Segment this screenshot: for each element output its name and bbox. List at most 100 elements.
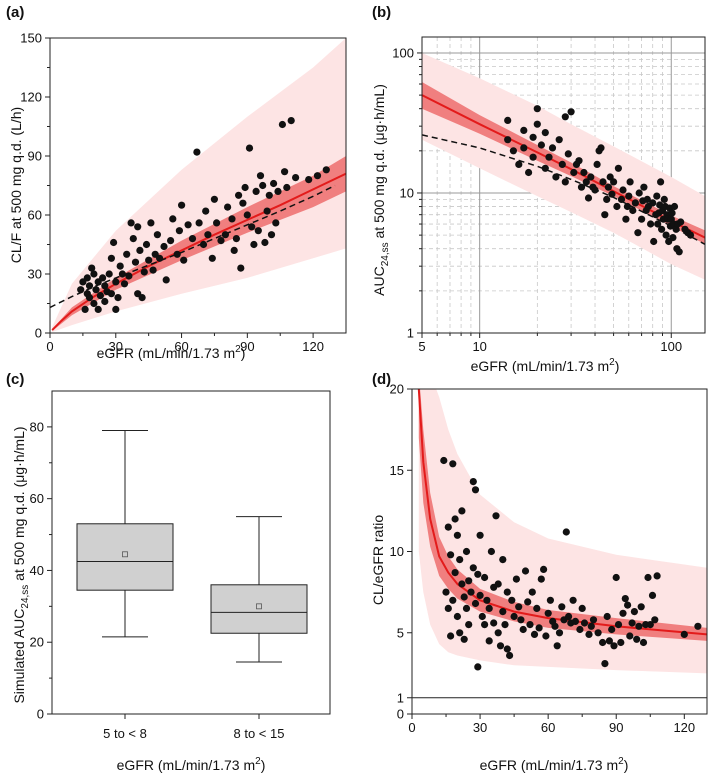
panel-b-data-point bbox=[625, 192, 633, 200]
panel-a-data-point bbox=[274, 187, 282, 195]
panel-d-data-point bbox=[644, 573, 652, 582]
panel-a-data-point bbox=[123, 250, 131, 258]
panel-b-data-point bbox=[649, 199, 657, 207]
panel-b-data-point bbox=[504, 116, 512, 124]
panel-a-data-point bbox=[224, 203, 232, 211]
panel-b-data-point bbox=[582, 178, 590, 186]
panel-c-ytick-label: 80 bbox=[30, 419, 44, 434]
panel-d-data-point bbox=[540, 565, 548, 574]
panel-d-data-point bbox=[494, 629, 502, 637]
panel-d-data-point bbox=[553, 642, 561, 650]
panel-b-xtick-label: 10 bbox=[472, 339, 486, 354]
panel-b-data-point bbox=[629, 206, 637, 215]
panel-c-category-label: 8 to < 15 bbox=[234, 726, 285, 741]
panel-a-data-point bbox=[232, 235, 240, 243]
panel-d-data-point bbox=[562, 528, 570, 536]
panel-d-data-point bbox=[542, 632, 550, 640]
panel-d-data-point bbox=[449, 460, 457, 468]
panel-b-xtick-label: 100 bbox=[660, 339, 682, 354]
panel-a-plot bbox=[50, 38, 346, 332]
panel-d-ytick-label: 5 bbox=[397, 625, 404, 640]
panel-a-data-point bbox=[129, 235, 137, 243]
panel-d-data-point bbox=[487, 547, 495, 556]
panel-b-data-point bbox=[504, 136, 512, 144]
panel-d-ytick-label: 20 bbox=[390, 382, 404, 397]
panel-a-data-point bbox=[250, 240, 258, 249]
panel-d-data-point bbox=[465, 577, 473, 585]
panel-d-ytick-label: 10 bbox=[390, 544, 404, 559]
panel-d-data-point bbox=[453, 612, 461, 621]
panel-d-data-point bbox=[501, 621, 509, 629]
panel-a-data-point bbox=[127, 219, 135, 227]
panel-d-data-point bbox=[653, 572, 661, 580]
panel-d-data-point bbox=[481, 621, 489, 629]
panel-a-data-point bbox=[138, 294, 146, 302]
panel-d-data-point bbox=[474, 570, 482, 578]
panel-a-data-point bbox=[101, 282, 109, 290]
panel-a-data-point bbox=[248, 223, 256, 231]
panel-b-data-point bbox=[520, 126, 528, 134]
panel-b-data-point bbox=[591, 186, 599, 194]
panel-b-data-point bbox=[634, 229, 642, 237]
panel-a-data-point bbox=[305, 176, 313, 184]
panel-b-data-point bbox=[552, 173, 560, 181]
panel-a-data-point bbox=[180, 256, 188, 264]
panel-a-data-point bbox=[114, 294, 122, 302]
panel-d-data-point bbox=[546, 596, 555, 604]
panel-d-data-point bbox=[589, 616, 598, 624]
panel-b-data-point bbox=[601, 211, 609, 219]
panel-b: (b) 5 10 100 1 10 100 eGFR (mL/min/1.73 m2) A… bbox=[371, 4, 706, 374]
panel-a-data-point bbox=[101, 297, 109, 306]
panel-d-data-point bbox=[537, 575, 545, 583]
box-mean-marker bbox=[122, 551, 128, 558]
panel-a-data-point bbox=[160, 242, 168, 251]
panel-d-ytick-label: 0 bbox=[397, 707, 404, 722]
panel-b-data-point bbox=[623, 202, 632, 211]
panel-a-data-point bbox=[188, 235, 197, 243]
panel-b-data-point bbox=[570, 168, 578, 177]
panel-d-data-point bbox=[503, 588, 511, 596]
panel-a-data-point bbox=[92, 286, 100, 294]
panel-b-data-point bbox=[635, 189, 643, 197]
panel-d-data-point bbox=[510, 612, 518, 621]
panel-b-data-point bbox=[608, 190, 616, 198]
panel-a-data-point bbox=[125, 272, 133, 280]
box-mean-marker bbox=[256, 603, 262, 610]
panel-b-data-point bbox=[597, 144, 605, 152]
panel-d-data-point bbox=[447, 632, 455, 640]
panel-b-data-point bbox=[541, 129, 549, 137]
panel-d-data-point bbox=[442, 588, 450, 596]
panel-a-ytick-label: 0 bbox=[35, 326, 42, 341]
panel-b-data-point bbox=[622, 215, 630, 223]
panel-b-data-point bbox=[653, 192, 661, 200]
panel-d-data-point bbox=[494, 580, 502, 588]
panel-b-ytick-label: 10 bbox=[400, 185, 414, 200]
panel-b-data-point bbox=[643, 195, 651, 203]
panel-d-data-point bbox=[460, 635, 468, 643]
panel-d-data-point bbox=[492, 512, 500, 520]
panel-b-data-point bbox=[631, 199, 640, 207]
panel-d-data-point bbox=[521, 567, 530, 575]
panel-a-inner-band bbox=[52, 156, 346, 331]
panel-d-data-point bbox=[485, 604, 493, 613]
panel-d-ytick-label: 1 bbox=[397, 690, 404, 705]
panel-d-data-point bbox=[515, 603, 523, 611]
panel-d-data-point bbox=[651, 616, 659, 624]
panel-b-data-point bbox=[686, 231, 695, 239]
panel-d-label: (d) bbox=[372, 371, 391, 388]
panel-a-data-point bbox=[322, 166, 330, 174]
panel-b-plot bbox=[422, 53, 705, 280]
panel-a-data-point bbox=[184, 221, 192, 229]
panel-a-data-point bbox=[210, 195, 218, 203]
panel-a-data-point bbox=[265, 191, 273, 199]
panel-b-data-point bbox=[567, 108, 575, 116]
panel-b-data-point bbox=[640, 183, 648, 191]
panel-b-dashed-curve bbox=[422, 134, 705, 245]
panel-d-data-point bbox=[569, 596, 577, 604]
panel-b-data-point bbox=[509, 147, 517, 155]
panel-a-data-point bbox=[153, 231, 161, 239]
panel-a-data-point bbox=[107, 254, 115, 262]
panel-a: (a) 0 30 60 90 120 0 30 60 90 120 150 eGFR (mL/min… bbox=[6, 4, 347, 361]
panel-d-data-point bbox=[680, 630, 688, 639]
panel-b-frame bbox=[421, 36, 706, 334]
